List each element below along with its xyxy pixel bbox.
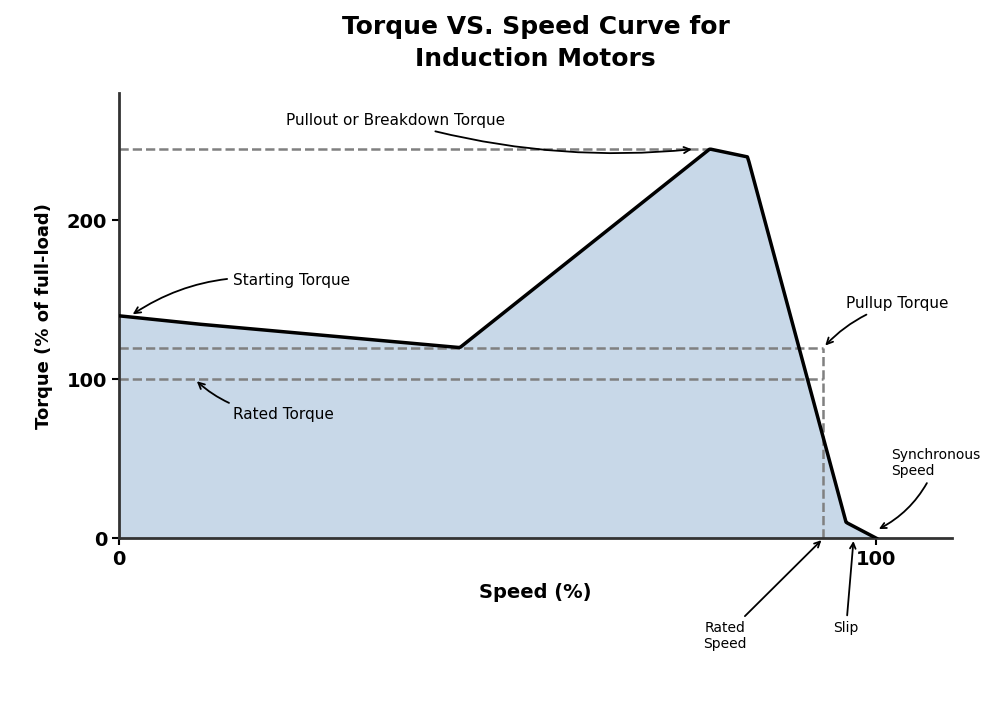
Text: Pullup Torque: Pullup Torque xyxy=(827,296,949,344)
Text: Synchronous
Speed: Synchronous Speed xyxy=(881,448,981,528)
Text: Starting Torque: Starting Torque xyxy=(134,273,350,313)
Y-axis label: Torque (% of full-load): Torque (% of full-load) xyxy=(35,203,53,429)
Title: Torque VS. Speed Curve for
Induction Motors: Torque VS. Speed Curve for Induction Mot… xyxy=(342,15,730,71)
Text: Rated
Speed: Rated Speed xyxy=(703,542,820,651)
Text: Slip: Slip xyxy=(833,543,859,635)
Text: Pullout or Breakdown Torque: Pullout or Breakdown Torque xyxy=(286,113,690,153)
X-axis label: Speed (%): Speed (%) xyxy=(479,583,592,602)
Text: Rated Torque: Rated Torque xyxy=(198,382,334,422)
